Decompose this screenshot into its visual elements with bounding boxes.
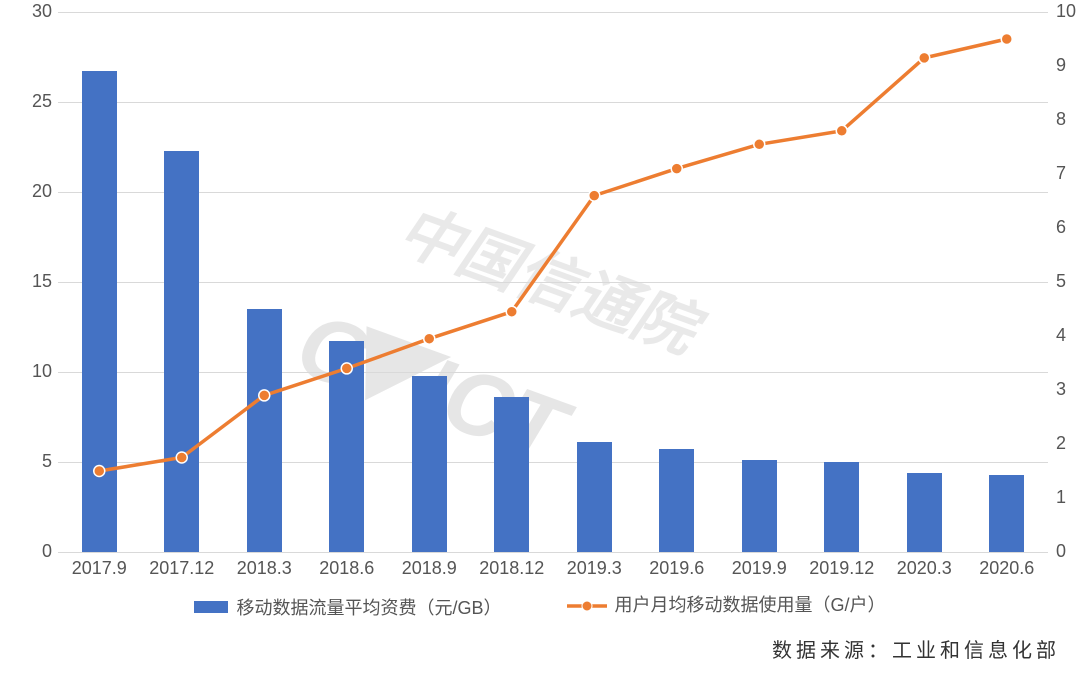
x-tick: 2019.6 [649,558,704,579]
y-right-tick: 8 [1056,109,1066,130]
y-left-tick: 5 [24,451,52,472]
y-left-tick: 0 [24,541,52,562]
legend-swatch-line [567,597,607,611]
line-marker [259,390,270,401]
y-left-tick: 30 [24,1,52,22]
line-marker [589,190,600,201]
chart-legend: 移动数据流量平均资费（元/GB） 用户月均移动数据使用量（G/户） [0,591,1080,620]
x-tick: 2017.12 [149,558,214,579]
line-marker [424,333,435,344]
y-right-tick: 3 [1056,379,1066,400]
chart-container: 中国信通院 C ICT 移动数据流量平均资费（元/GB） 用户月均移动数据使用量… [0,0,1080,675]
line-marker [341,363,352,374]
y-right-tick: 10 [1056,1,1076,22]
line-marker [836,125,847,136]
data-source: 数据来源：工业和信息化部 [772,634,1060,663]
legend-item-bars: 移动数据流量平均资费（元/GB） [194,594,501,620]
line-path [99,39,1007,471]
y-right-tick: 5 [1056,271,1066,292]
y-left-tick: 15 [24,271,52,292]
line-marker [919,52,930,63]
line-series [58,12,1048,552]
x-tick: 2019.9 [732,558,787,579]
y-right-tick: 2 [1056,433,1066,454]
line-marker [506,306,517,317]
line-marker [176,452,187,463]
x-tick: 2018.6 [319,558,374,579]
y-left-tick: 20 [24,181,52,202]
line-marker [94,466,105,477]
line-marker [754,139,765,150]
y-right-tick: 7 [1056,163,1066,184]
x-tick: 2018.12 [479,558,544,579]
x-tick: 2020.3 [897,558,952,579]
x-tick: 2018.3 [237,558,292,579]
x-tick: 2018.9 [402,558,457,579]
legend-line-label: 用户月均移动数据使用量（G/户） [615,591,886,617]
grid-line [58,552,1048,553]
x-tick: 2017.9 [72,558,127,579]
legend-item-line: 用户月均移动数据使用量（G/户） [567,591,886,617]
legend-swatch-bar [194,601,228,613]
legend-bar-label: 移动数据流量平均资费（元/GB） [236,594,501,620]
y-right-tick: 1 [1056,487,1066,508]
y-right-tick: 4 [1056,325,1066,346]
y-right-tick: 0 [1056,541,1066,562]
y-right-tick: 6 [1056,217,1066,238]
y-left-tick: 10 [24,361,52,382]
y-left-tick: 25 [24,91,52,112]
y-right-tick: 9 [1056,55,1066,76]
line-marker [1001,34,1012,45]
x-tick: 2020.6 [979,558,1034,579]
x-tick: 2019.3 [567,558,622,579]
line-marker [671,163,682,174]
x-tick: 2019.12 [809,558,874,579]
